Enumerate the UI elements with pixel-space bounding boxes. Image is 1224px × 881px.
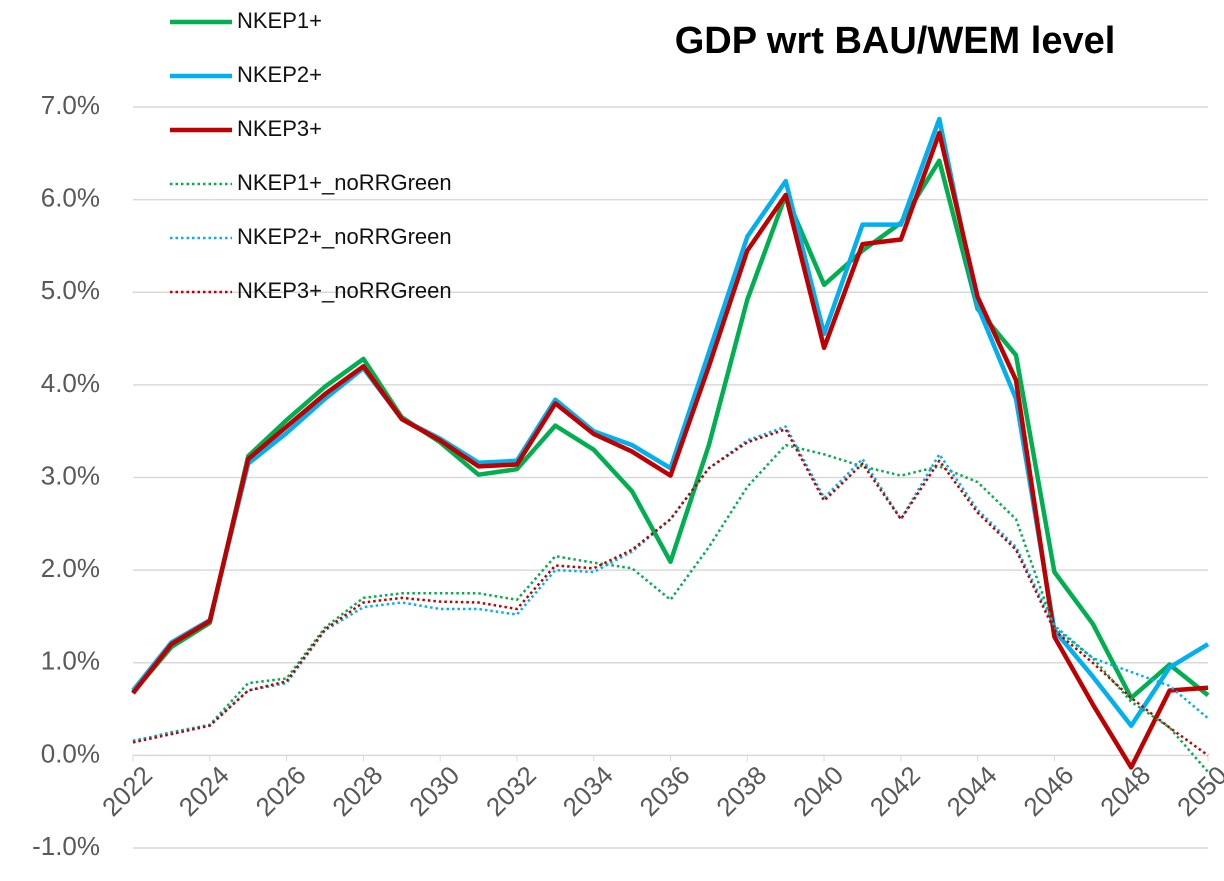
x-tick-label: 2046: [1017, 760, 1079, 822]
y-tick-label: 4.0%: [41, 368, 100, 398]
x-tick-label: 2030: [403, 760, 465, 822]
y-tick-label: 5.0%: [41, 275, 100, 305]
x-tick-label: 2024: [173, 760, 235, 822]
legend-label: NKEP1+: [237, 8, 322, 33]
chart-title: GDP wrt BAU/WEM level: [675, 20, 1116, 62]
y-tick-label: 7.0%: [41, 90, 100, 120]
x-tick-label: 2026: [250, 760, 312, 822]
x-tick-label: 2044: [941, 760, 1003, 822]
y-tick-label: 2.0%: [41, 553, 100, 583]
x-tick-label: 2038: [710, 760, 772, 822]
x-tick-label: 2050: [1171, 760, 1224, 822]
legend-label: NKEP3+: [237, 116, 322, 141]
series-line: [132, 443, 1209, 773]
series-line: [131, 130, 1209, 770]
y-tick-label: 3.0%: [41, 460, 100, 490]
x-tick-label: 2042: [864, 760, 926, 822]
series-line: [132, 428, 1209, 757]
x-tick-label: 2040: [787, 760, 849, 822]
legend-label: NKEP2+: [237, 62, 322, 87]
legend-label: NKEP1+_noRRGreen: [237, 170, 452, 195]
legend-label: NKEP2+_noRRGreen: [237, 224, 452, 249]
x-tick-label: 2032: [480, 760, 542, 822]
x-tick-label: 2034: [557, 760, 619, 822]
x-tick-label: 2022: [96, 760, 158, 822]
legend-label: NKEP3+_noRRGreen: [237, 278, 452, 303]
x-tick-label: 2048: [1094, 760, 1156, 822]
x-tick-label: 2028: [326, 760, 388, 822]
y-tick-label: -1.0%: [32, 831, 100, 861]
y-tick-label: 6.0%: [41, 183, 100, 213]
x-tick-label: 2036: [633, 760, 695, 822]
y-tick-label: 0.0%: [41, 738, 100, 768]
y-tick-label: 1.0%: [41, 646, 100, 676]
series-line: [131, 158, 1210, 701]
